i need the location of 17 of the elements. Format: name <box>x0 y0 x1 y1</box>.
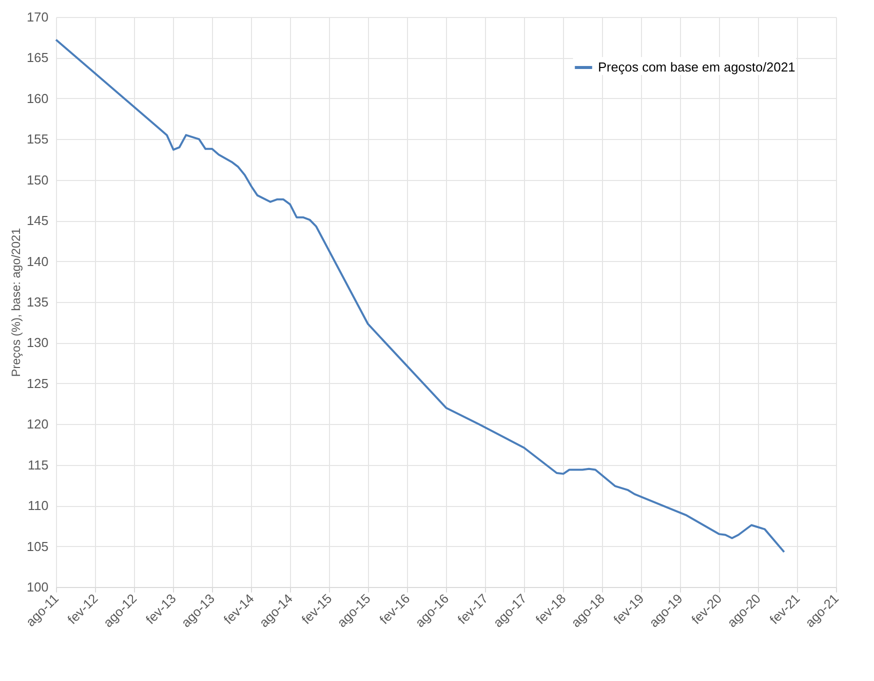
y-tick-label: 140 <box>26 254 48 269</box>
y-tick-label: 100 <box>26 580 48 594</box>
y-tick-label: 135 <box>26 294 48 310</box>
y-tick-label: 105 <box>26 538 48 554</box>
y-tick-label: 110 <box>28 498 48 514</box>
legend-label: Preços com base em agosto/2021 <box>598 60 796 74</box>
y-tick-label: 160 <box>26 90 48 106</box>
y-tick-label: 170 <box>26 10 48 24</box>
y-tick-label: 165 <box>26 50 48 66</box>
y-tick-label: 125 <box>26 376 48 391</box>
y-tick-label: 150 <box>26 172 48 188</box>
y-axis-title: Preços (%), base: ago/2021 <box>8 228 23 377</box>
y-tick-label: 120 <box>26 416 48 432</box>
y-tick-label: 155 <box>26 132 48 147</box>
y-tick-label: 115 <box>28 457 48 472</box>
y-tick-label: 130 <box>26 335 48 350</box>
y-tick-label: 145 <box>26 213 48 228</box>
